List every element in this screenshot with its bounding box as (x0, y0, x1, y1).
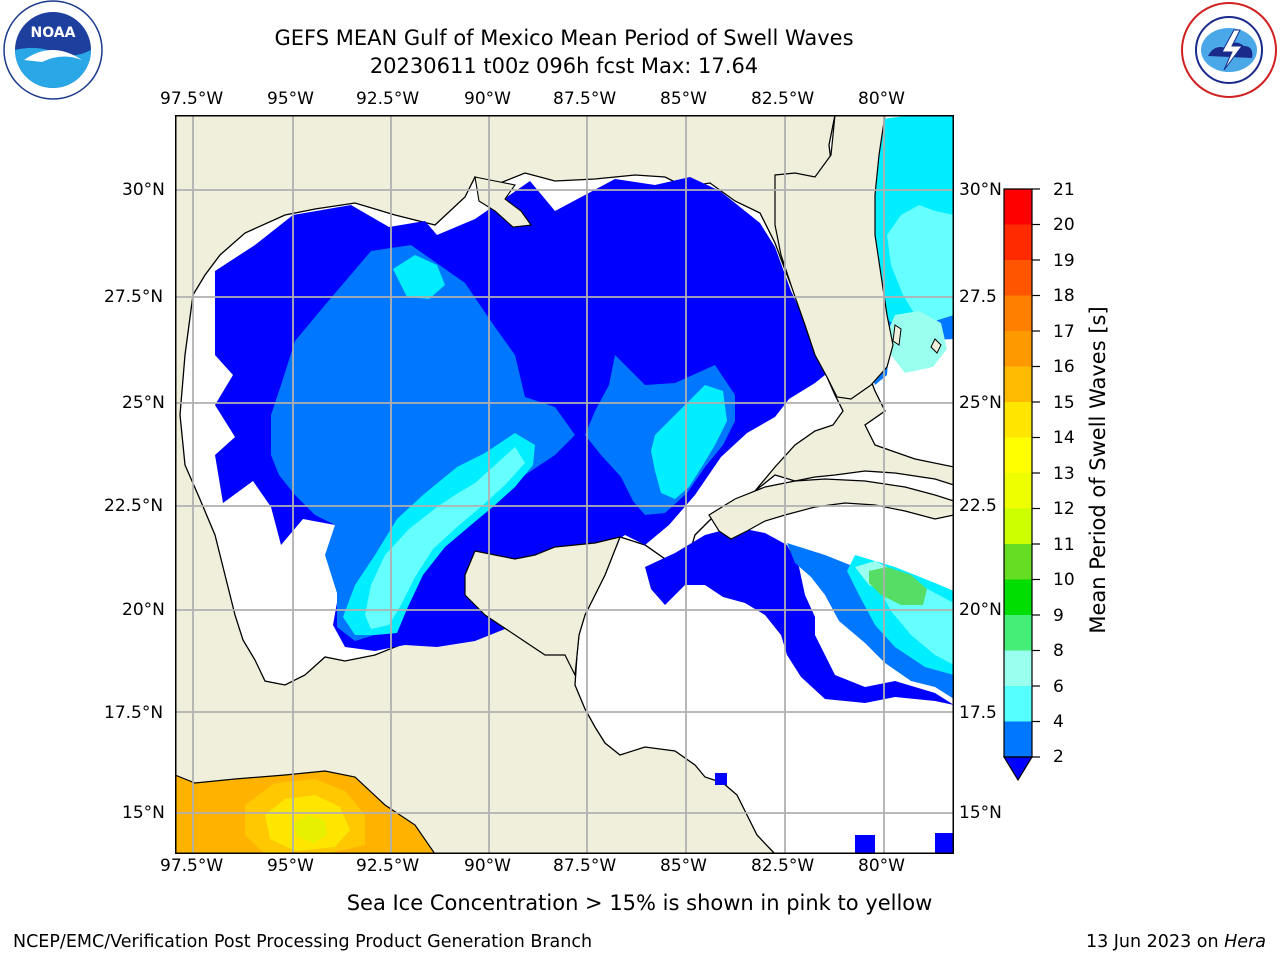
map-title: GEFS MEAN Gulf of Mexico Mean Period of … (274, 26, 854, 50)
footer-credit: NCEP/EMC/Verification Post Processing Pr… (13, 932, 593, 952)
colorbar-label: Mean Period of Swell Waves [s] (1086, 306, 1110, 634)
map-frame (175, 115, 954, 854)
florida-peninsula (774, 115, 894, 400)
colorbar-extend-arrow (1002, 756, 1034, 782)
bahamas-islands (892, 324, 942, 354)
nws-logo-icon (1181, 2, 1277, 98)
yucatan-peninsula (464, 536, 621, 678)
noaa-logo-icon: NOAA (3, 0, 103, 100)
sea-ice-note: Sea Ice Concentration > 15% is shown in … (346, 891, 933, 915)
map-subtitle: 20230611 t00z 096h fcst Max: 17.64 (369, 54, 759, 78)
cuba-island (708, 478, 954, 540)
colorbar (1002, 188, 1040, 782)
map-panel (175, 115, 954, 854)
noaa-logo-text: NOAA (31, 25, 76, 41)
colorbar-ticks (1032, 188, 1040, 758)
footer-date: 13 Jun 2023 on Hera (1085, 932, 1266, 952)
colorbar-bins (1004, 189, 1032, 757)
lat-lon-grid (175, 115, 954, 854)
